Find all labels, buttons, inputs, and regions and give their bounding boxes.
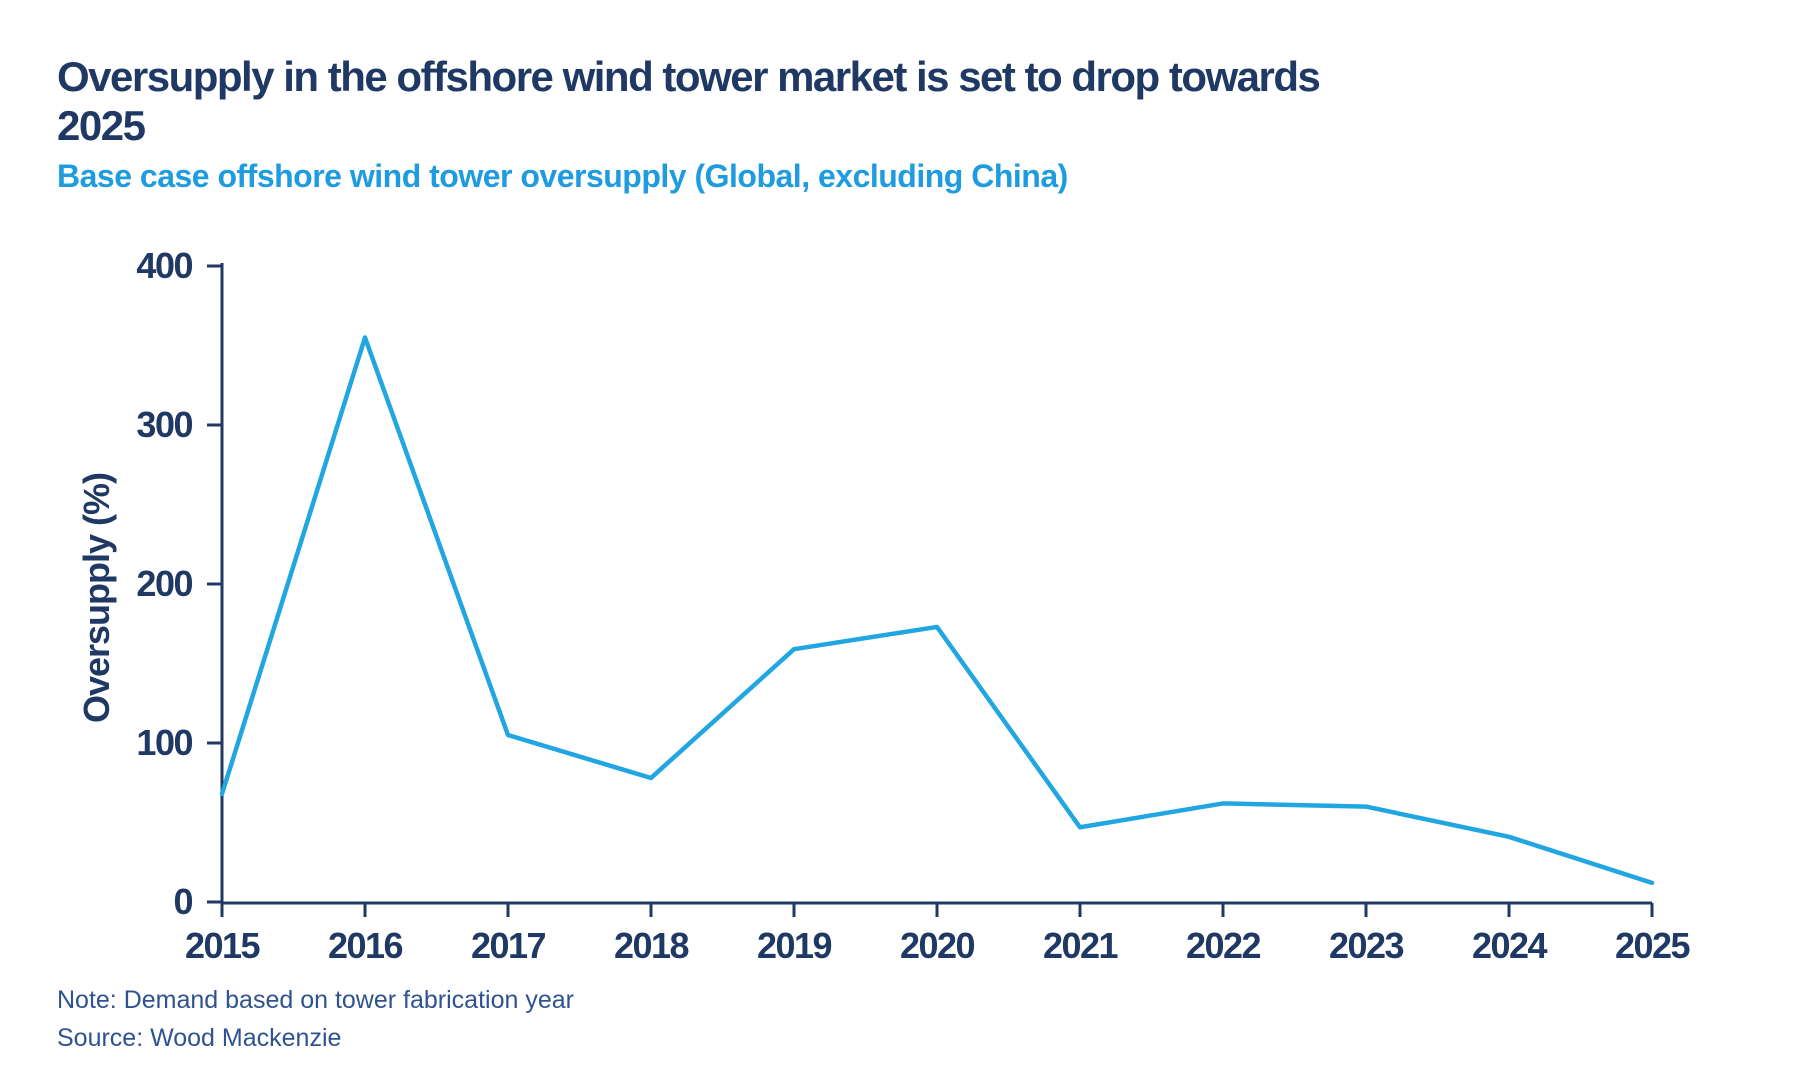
y-axis-title: Oversupply (%) bbox=[76, 472, 117, 724]
chart-subtitle: Base case offshore wind tower oversupply… bbox=[57, 158, 1068, 194]
title-line-2: 2025 bbox=[57, 102, 146, 149]
source-text: Source: Wood Mackenzie bbox=[57, 1024, 342, 1052]
note-text: Note: Demand based on tower fabrication … bbox=[57, 986, 574, 1014]
oversupply-line bbox=[219, 335, 1655, 886]
page-title: Oversupply in the offshore wind tower ma… bbox=[57, 52, 1557, 150]
title-line-1: Oversupply in the offshore wind tower ma… bbox=[57, 53, 1321, 100]
